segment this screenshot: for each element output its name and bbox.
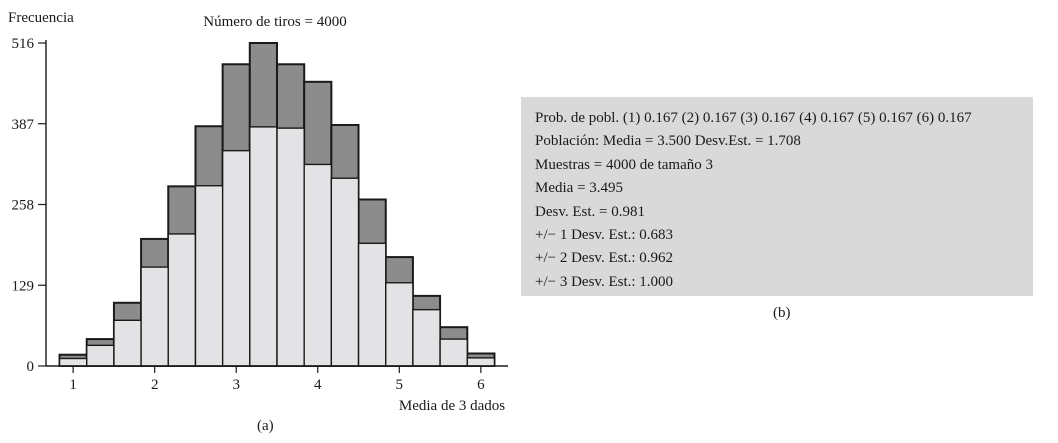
inner-bar-14 xyxy=(439,338,468,367)
inner-bar-10 xyxy=(330,177,360,367)
stats-sd: Desv. Est. = 0.981 xyxy=(535,203,645,220)
x-tick-label-3: 4 xyxy=(314,377,322,393)
inner-bar-1 xyxy=(86,344,115,367)
x-tick-label-2: 3 xyxy=(232,377,240,393)
histogram-chart: Número de tiros = 4000 Frecuencia Media … xyxy=(8,10,508,414)
inner-bar-6 xyxy=(221,149,251,367)
inner-bar-2 xyxy=(113,319,142,367)
inner-bar-13 xyxy=(412,308,441,367)
caption-b: (b) xyxy=(773,305,791,321)
x-tick-label-0: 1 xyxy=(69,377,77,393)
stats-population-mean-sd: Población: Media = 3.500 Desv.Est. = 1.7… xyxy=(535,133,801,150)
caption-a: (a) xyxy=(257,418,274,434)
inner-bar-5 xyxy=(194,185,224,367)
stats-mean: Media = 3.495 xyxy=(535,180,624,197)
bars-group xyxy=(58,42,496,368)
y-tick-label-0: 0 xyxy=(27,359,35,375)
y-tick-label-4: 516 xyxy=(12,36,35,52)
inner-bar-12 xyxy=(385,282,414,367)
stats-population-probabilities: Prob. de pobl. (1) 0.167 (2) 0.167 (3) 0… xyxy=(535,110,972,126)
stats-within-3sd: +/− 3 Desv. Est.: 1.000 xyxy=(535,273,674,290)
chart-title: Número de tiros = 4000 xyxy=(203,14,346,30)
inner-bar-9 xyxy=(303,163,333,367)
x-tick-label-4: 5 xyxy=(396,377,404,393)
y-tick-label-2: 258 xyxy=(12,198,35,214)
y-tick-label-3: 387 xyxy=(12,117,35,133)
inner-bar-8 xyxy=(276,127,305,367)
stats-samples: Muestras = 4000 de tamaño 3 xyxy=(535,156,714,173)
inner-bar-7 xyxy=(249,126,278,367)
stats-within-1sd: +/− 1 Desv. Est.: 0.683 xyxy=(535,227,674,244)
x-tick-label-5: 6 xyxy=(477,377,485,393)
inner-bar-0 xyxy=(58,357,88,367)
inner-bar-15 xyxy=(466,357,496,367)
stats-panel: Prob. de pobl. (1) 0.167 (2) 0.167 (3) 0… xyxy=(521,97,1033,296)
y-tick-label-1: 129 xyxy=(12,278,35,294)
inner-bar-3 xyxy=(140,266,169,367)
inner-bar-11 xyxy=(357,242,387,367)
y-axis-label: Frecuencia xyxy=(8,10,74,26)
x-axis-label: Media de 3 dados xyxy=(399,398,505,414)
stats-within-2sd: +/− 2 Desv. Est.: 0.962 xyxy=(535,250,674,267)
x-tick-label-1: 2 xyxy=(151,377,159,393)
inner-bar-4 xyxy=(167,233,197,367)
axes-group: 0 129 258 387 516 1 2 3 4 5 6 xyxy=(12,36,508,393)
